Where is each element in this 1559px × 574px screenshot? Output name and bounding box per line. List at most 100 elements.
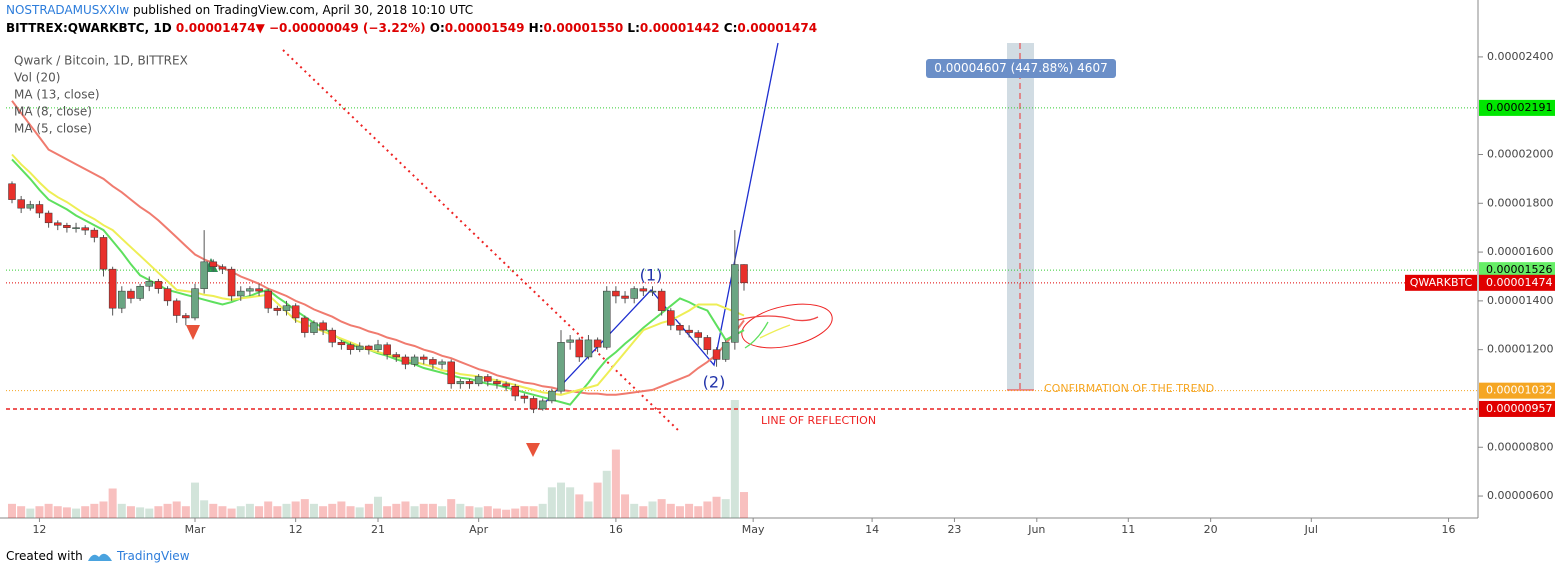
header-line: NOSTRADAMUSXXIw published on TradingView… — [6, 3, 473, 17]
candle-body — [548, 390, 556, 402]
legend-volume: Vol (20) — [14, 71, 60, 85]
y-tick-label: 0.00001800 — [1487, 196, 1553, 209]
candle-body — [676, 325, 684, 331]
annotation: CONFIRMATION OF THE TREND — [1044, 382, 1214, 395]
x-tick-label: 16 — [609, 523, 623, 536]
volume-bar — [319, 506, 328, 518]
price-badge-label: 0.00001032 — [1486, 384, 1552, 397]
volume-bar — [17, 506, 26, 518]
volume-bar — [730, 400, 739, 518]
candle-body — [630, 288, 638, 299]
volume-bar — [529, 506, 538, 518]
volume-bar — [26, 508, 35, 518]
y-tick-label: 0.00001600 — [1487, 245, 1553, 258]
volume-bar — [44, 503, 53, 518]
candle-body — [447, 361, 455, 385]
volume-bar — [602, 470, 611, 518]
y-tick-label: 0.00000800 — [1487, 440, 1553, 453]
price-badge-label: 0.00002191 — [1486, 101, 1552, 114]
ma-line — [11, 158, 745, 406]
chart-title: Qwark / Bitcoin, 1D, BITTREX — [14, 54, 188, 68]
projection — [737, 315, 819, 322]
volume-bar — [492, 508, 501, 518]
volume-bar — [117, 503, 126, 518]
volume-bar — [538, 503, 547, 518]
volume-bar — [694, 506, 703, 518]
candle-body — [484, 376, 492, 382]
candle-body — [355, 345, 364, 350]
x-tick-label: Apr — [469, 523, 489, 536]
volume-bar — [438, 506, 447, 518]
author[interactable]: NOSTRADAMUSXXIw — [6, 3, 130, 17]
volume-bar — [428, 503, 437, 518]
candle-body — [667, 310, 675, 326]
candle-body — [410, 356, 419, 365]
arrow-down — [186, 325, 200, 340]
volume-bar — [547, 487, 556, 518]
plot-area — [6, 42, 1478, 518]
x-tick-label: Mar — [185, 523, 206, 536]
volume-bar — [593, 482, 602, 518]
candle-body — [639, 288, 648, 292]
candle-body — [172, 300, 181, 316]
volume-bar — [575, 494, 584, 518]
volume-bar — [621, 494, 630, 518]
price-badge-label: 0.00001474 — [1486, 276, 1552, 289]
x-tick-label: Jul — [1304, 523, 1318, 536]
volume-bar — [209, 503, 218, 518]
candle-body — [54, 222, 62, 226]
volume-bar — [8, 503, 16, 518]
candle-body — [438, 361, 446, 365]
price-badge — [1479, 262, 1555, 279]
candle-body — [529, 398, 538, 410]
candle-body — [456, 381, 465, 385]
x-tick-label: 12 — [289, 523, 303, 536]
measure-label: 0.00004607 (447.88%) 4607 — [934, 61, 1107, 75]
volume-bar — [584, 501, 593, 518]
ohlc-value: 0.00001442 — [639, 21, 720, 35]
volume-bar — [456, 503, 465, 518]
symbol: BITTREX:QWARKBTC, 1D — [6, 21, 172, 35]
candle-body — [612, 290, 620, 297]
candle-body — [8, 183, 16, 200]
candle-body — [136, 285, 144, 299]
direction: ▼ — [255, 21, 265, 35]
candle-body — [392, 354, 401, 358]
volume-bar — [675, 506, 684, 518]
footer: Created with TradingView — [0, 542, 1559, 574]
brand[interactable]: TradingView — [117, 549, 190, 563]
x-tick-label: 23 — [947, 523, 961, 536]
volume-bar — [346, 506, 355, 518]
volume-bar — [401, 501, 410, 518]
candle-body — [99, 237, 108, 270]
candle-body — [310, 322, 318, 333]
candle-body — [291, 305, 300, 319]
last: 0.00001474 — [175, 21, 256, 35]
volume-bar — [392, 503, 401, 518]
legend-entry: MA (8, close) — [14, 105, 92, 119]
volume-bar — [685, 503, 694, 518]
price-badge-label: 0.00000957 — [1486, 402, 1552, 415]
volume-bar — [236, 506, 245, 518]
x-tick-label: 14 — [865, 523, 879, 536]
candle-body — [282, 305, 291, 311]
published: published on TradingView.com, April 30, … — [133, 3, 474, 17]
ohlc-label: L: — [627, 21, 640, 35]
volume-bar — [666, 503, 675, 518]
candle-body — [657, 290, 666, 311]
candle-body — [17, 199, 25, 209]
candle-body — [301, 317, 309, 333]
projection — [744, 321, 769, 349]
ohlc-value: 0.00001550 — [543, 21, 624, 35]
ohlc-label: H: — [528, 21, 544, 35]
candle-body — [346, 344, 355, 350]
price-badge — [1479, 99, 1555, 116]
volume-bar — [383, 506, 392, 518]
candle-body — [712, 349, 721, 360]
projection — [759, 324, 791, 339]
candle-body — [81, 227, 89, 231]
price-badge — [1479, 382, 1555, 399]
volume-bar — [419, 503, 428, 518]
volume-bar — [273, 506, 282, 518]
